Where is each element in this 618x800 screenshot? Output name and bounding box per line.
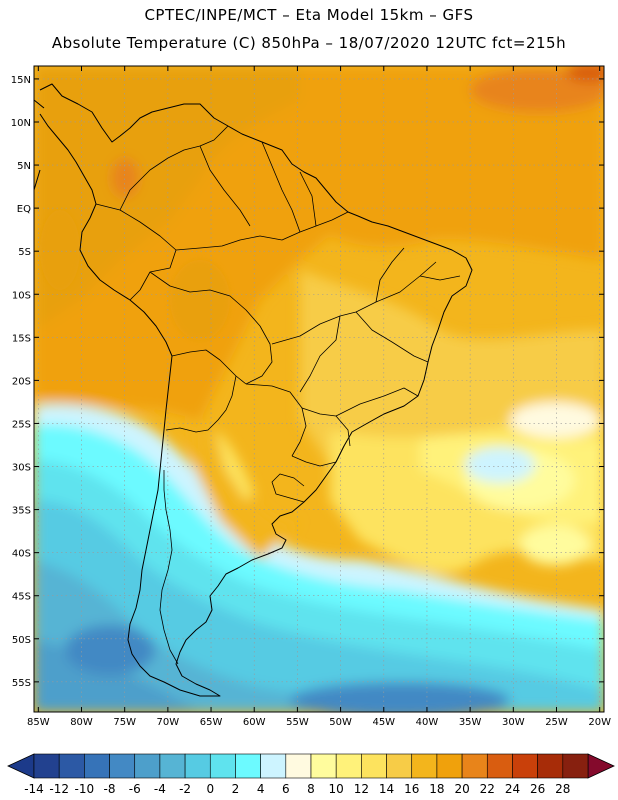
colorbar-swatch <box>260 753 287 779</box>
colorbar-over-triangle <box>587 753 615 779</box>
colorbar-label: 26 <box>530 782 545 796</box>
colorbar-label: 0 <box>206 782 214 796</box>
colorbar-label: 18 <box>429 782 444 796</box>
lon-tick-label: 40W <box>416 717 439 728</box>
colorbar-label: 6 <box>282 782 290 796</box>
colorbar-label: 28 <box>555 782 570 796</box>
colorbar-swatch <box>33 753 60 779</box>
colorbar-under-triangle <box>7 753 35 779</box>
map-frame <box>33 65 605 713</box>
colorbar-swatch <box>486 753 513 779</box>
lat-tick-label: 10N <box>11 118 31 129</box>
colorbar-label: 14 <box>379 782 394 796</box>
colorbar-label: 10 <box>329 782 344 796</box>
colorbar-label: 8 <box>307 782 315 796</box>
lon-tick-label: 25W <box>545 717 568 728</box>
temperature-field <box>34 66 604 712</box>
lon-tick-label: 30W <box>502 717 525 728</box>
colorbar-label: 24 <box>505 782 520 796</box>
colorbar-swatch <box>184 753 211 779</box>
colorbar-label: -12 <box>49 782 69 796</box>
lon-tick-label: 80W <box>70 717 93 728</box>
lat-tick-label: 15N <box>11 75 31 86</box>
colorbar-swatch <box>512 753 538 779</box>
colorbar-label: 12 <box>354 782 369 796</box>
colorbar-label: 20 <box>454 782 469 796</box>
lon-tick-label: 20W <box>588 717 611 728</box>
colorbar-swatch <box>235 753 261 779</box>
colorbar-swatch <box>537 753 564 779</box>
colorbar-swatch <box>361 753 387 779</box>
lat-tick-label: 20S <box>12 376 31 387</box>
colorbar-label: -2 <box>179 782 191 796</box>
lat-tick-label: 50S <box>12 635 31 646</box>
colorbar-swatch <box>285 753 312 779</box>
title-line-2: Absolute Temperature (C) 850hPa – 18/07/… <box>51 34 567 52</box>
colorbar-swatch <box>335 753 362 779</box>
colorbar-label: 16 <box>404 782 419 796</box>
colorbar-swatch <box>562 753 589 779</box>
lon-tick-label: 70W <box>157 717 180 728</box>
lat-tick-label: 5S <box>18 247 31 258</box>
lat-tick-label: 35S <box>12 506 31 517</box>
lat-tick-label: 25S <box>12 419 31 430</box>
lon-tick-label: 75W <box>113 717 136 728</box>
colorbar-label: -6 <box>129 782 141 796</box>
colorbar-swatch <box>436 753 463 779</box>
colorbar-swatch <box>411 753 438 779</box>
colorbar-swatch <box>386 753 413 779</box>
colorbar-label: -8 <box>104 782 116 796</box>
lat-tick-label: 10S <box>12 290 31 301</box>
lat-tick-label: 15S <box>12 333 31 344</box>
colorbar-label: -14 <box>24 782 44 796</box>
lon-tick-label: 35W <box>459 717 482 728</box>
colorbar-swatch <box>134 753 161 779</box>
colorbar-swatch <box>84 753 110 779</box>
lon-tick-label: 45W <box>372 717 395 728</box>
coastline <box>34 83 473 697</box>
title-line-1: CPTEC/INPE/MCT – Eta Model 15km – GFS <box>144 6 474 24</box>
colorbar-swatch <box>209 753 236 779</box>
lat-tick-label: 55S <box>12 678 31 689</box>
lat-tick-label: 40S <box>12 549 31 560</box>
colorbar-swatch <box>58 753 85 779</box>
colorbar: -14 -12 -10 -8 -6 -4 -2 0 2 4 6 8 10 12 14 16 18 20 22 24 26… <box>7 753 615 796</box>
colorbar-swatch <box>109 753 136 779</box>
lon-tick-label: 60W <box>243 717 266 728</box>
colorbar-label: 2 <box>232 782 240 796</box>
lat-tick-label: 5N <box>17 161 31 172</box>
graticule <box>34 66 604 712</box>
colorbar-swatch <box>159 753 186 779</box>
colorbar-label: -4 <box>154 782 166 796</box>
lat-tick-label: 45S <box>12 592 31 603</box>
colorbar-swatch <box>461 753 488 779</box>
colorbar-label: 22 <box>480 782 495 796</box>
lon-tick-label: 65W <box>200 717 223 728</box>
country-borders <box>95 125 461 665</box>
lat-tick-label: EQ <box>17 204 31 215</box>
colorbar-label: -10 <box>75 782 95 796</box>
lon-tick-label: 55W <box>286 717 309 728</box>
lon-tick-label: 50W <box>329 717 352 728</box>
lon-tick-label: 85W <box>27 717 50 728</box>
axis-ticks: 85W 80W 75W 70W 65W 60W 55W 50W 45W 40W 35W 30W 25W 2… <box>11 66 611 728</box>
colorbar-swatch <box>310 753 337 779</box>
colorbar-label: 4 <box>257 782 265 796</box>
lat-tick-label: 30S <box>12 463 31 474</box>
